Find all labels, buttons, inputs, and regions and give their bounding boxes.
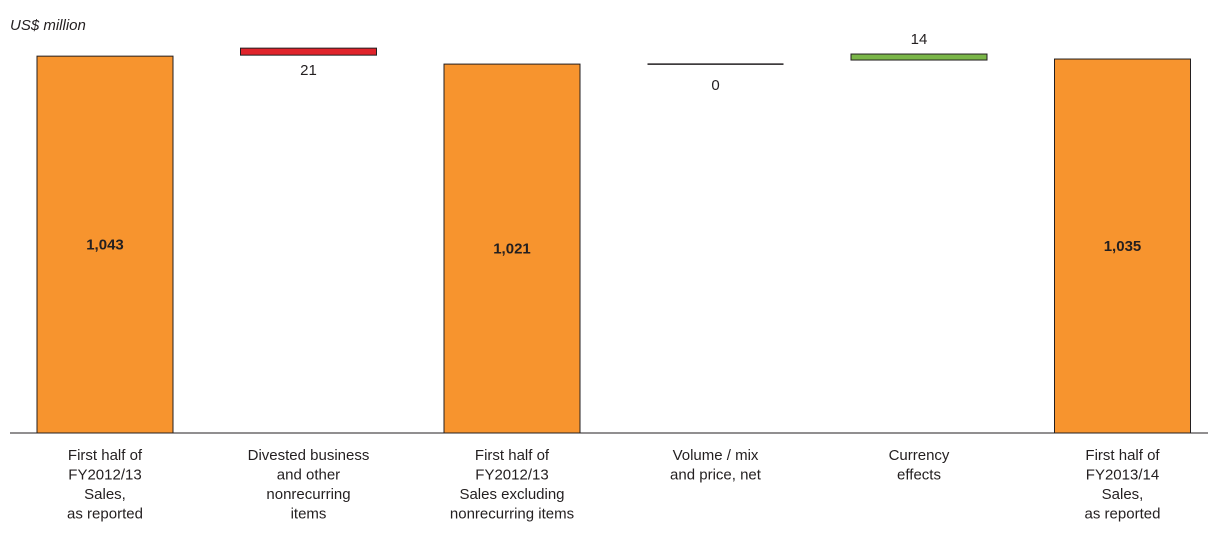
value-labels-group: 1,043 21 1,021 0 14 1,035 — [86, 31, 1141, 258]
category-label: Divested business and other nonrecurring it… — [248, 447, 370, 523]
total-bar — [443, 63, 581, 434]
delta-bar-increase — [850, 53, 988, 61]
delta-bar-decrease — [240, 47, 377, 56]
category-label: First half of FY2012/13 Sales excluding non… — [450, 447, 574, 523]
delta-value-label: 14 — [911, 31, 928, 48]
delta-value-label: 0 — [711, 77, 719, 94]
delta-value-label: 21 — [300, 62, 317, 79]
category-label: First half of FY2013/14 Sales, as reported — [1085, 447, 1161, 523]
total-value-label: 1,043 — [86, 237, 124, 254]
total-value-label: 1,035 — [1104, 238, 1142, 255]
category-labels-group: First half of FY2012/13 Sales, as reported D… — [67, 447, 1160, 523]
total-bar — [36, 55, 174, 434]
bars-group — [36, 47, 1191, 434]
total-value-label: 1,021 — [493, 241, 531, 258]
category-label: Currency effects — [889, 447, 950, 484]
category-label: Volume / mix and price, net — [670, 447, 762, 484]
unit-label: US$ million — [10, 17, 86, 34]
category-label: First half of FY2012/13 Sales, as reported — [67, 447, 143, 523]
